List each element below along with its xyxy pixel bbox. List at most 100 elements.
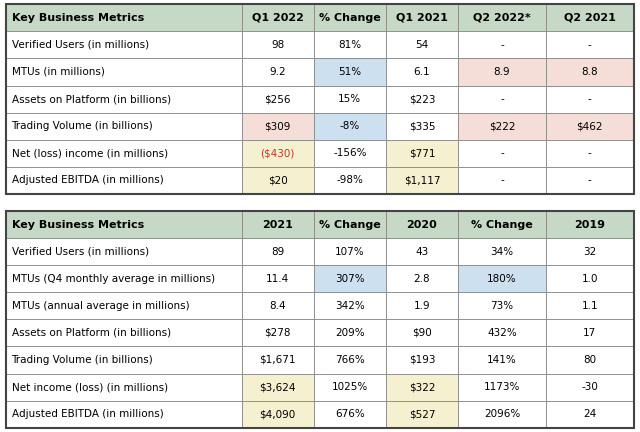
Bar — [458, 86, 546, 113]
Text: Trading Volume (in billions): Trading Volume (in billions) — [12, 121, 153, 131]
Text: Assets on Platform (in billions): Assets on Platform (in billions) — [12, 328, 171, 338]
Bar — [314, 374, 386, 400]
Text: 766%: 766% — [335, 355, 365, 365]
Text: -30: -30 — [581, 382, 598, 392]
Text: Verified Users (in millions): Verified Users (in millions) — [12, 40, 148, 50]
Bar — [546, 32, 634, 58]
Bar — [386, 292, 458, 319]
Bar — [242, 400, 314, 428]
Bar — [386, 140, 458, 167]
Bar — [546, 167, 634, 194]
Text: -: - — [500, 148, 504, 158]
Text: Adjusted EBITDA (in millions): Adjusted EBITDA (in millions) — [12, 409, 163, 419]
Bar — [386, 211, 458, 238]
Text: Net income (loss) (in millions): Net income (loss) (in millions) — [12, 382, 168, 392]
Text: $256: $256 — [264, 94, 291, 104]
Bar — [242, 58, 314, 86]
Bar — [6, 374, 242, 400]
Text: 54: 54 — [415, 40, 429, 50]
Text: % Change: % Change — [319, 219, 381, 230]
Text: $20: $20 — [268, 175, 287, 185]
Text: 1.0: 1.0 — [582, 274, 598, 284]
Text: Key Business Metrics: Key Business Metrics — [12, 219, 144, 230]
Bar — [242, 374, 314, 400]
Bar — [6, 113, 242, 140]
Text: -: - — [588, 40, 591, 50]
Bar — [458, 319, 546, 346]
Bar — [314, 292, 386, 319]
Text: 342%: 342% — [335, 301, 365, 311]
Bar — [314, 4, 386, 32]
Bar — [546, 346, 634, 374]
Bar — [546, 140, 634, 167]
Bar — [458, 58, 546, 86]
Text: Net (loss) income (in millions): Net (loss) income (in millions) — [12, 148, 168, 158]
Text: $223: $223 — [409, 94, 435, 104]
Bar — [386, 346, 458, 374]
Text: 2019: 2019 — [574, 219, 605, 230]
Text: Trading Volume (in billions): Trading Volume (in billions) — [12, 355, 153, 365]
Bar — [6, 32, 242, 58]
Text: 676%: 676% — [335, 409, 365, 419]
Bar — [546, 113, 634, 140]
Bar — [242, 265, 314, 292]
Bar — [314, 113, 386, 140]
Text: 80: 80 — [583, 355, 596, 365]
Text: $322: $322 — [409, 382, 435, 392]
Text: Verified Users (in millions): Verified Users (in millions) — [12, 247, 148, 257]
Text: 17: 17 — [583, 328, 596, 338]
Bar — [314, 238, 386, 265]
Text: 89: 89 — [271, 247, 284, 257]
Text: 1173%: 1173% — [484, 382, 520, 392]
Text: 43: 43 — [415, 247, 429, 257]
Bar — [458, 346, 546, 374]
Text: Q1 2022: Q1 2022 — [252, 13, 303, 23]
Bar — [386, 86, 458, 113]
Text: 6.1: 6.1 — [413, 67, 430, 77]
Text: $309: $309 — [264, 121, 291, 131]
Bar — [386, 374, 458, 400]
Text: Assets on Platform (in billions): Assets on Platform (in billions) — [12, 94, 171, 104]
Bar — [242, 319, 314, 346]
Bar — [6, 346, 242, 374]
Text: ($430): ($430) — [260, 148, 295, 158]
Bar — [546, 211, 634, 238]
Bar — [458, 211, 546, 238]
Text: Q2 2021: Q2 2021 — [564, 13, 616, 23]
Text: 180%: 180% — [487, 274, 516, 284]
Text: $335: $335 — [409, 121, 435, 131]
Bar — [386, 400, 458, 428]
Bar — [458, 4, 546, 32]
Bar — [242, 113, 314, 140]
Bar — [546, 4, 634, 32]
Text: 8.9: 8.9 — [493, 67, 510, 77]
Bar — [546, 400, 634, 428]
Bar — [546, 374, 634, 400]
Text: 307%: 307% — [335, 274, 365, 284]
Bar — [242, 32, 314, 58]
Bar — [6, 58, 242, 86]
Bar — [242, 238, 314, 265]
Text: MTUs (in millions): MTUs (in millions) — [12, 67, 104, 77]
Text: Adjusted EBITDA (in millions): Adjusted EBITDA (in millions) — [12, 175, 163, 185]
Text: 98: 98 — [271, 40, 284, 50]
Bar — [546, 319, 634, 346]
Bar — [314, 140, 386, 167]
Text: -: - — [588, 175, 591, 185]
Bar — [546, 292, 634, 319]
Bar — [314, 346, 386, 374]
Text: -: - — [500, 94, 504, 104]
Bar — [458, 265, 546, 292]
Text: $771: $771 — [409, 148, 435, 158]
Bar — [386, 32, 458, 58]
Text: 8.4: 8.4 — [269, 301, 286, 311]
Bar — [6, 265, 242, 292]
Bar — [6, 140, 242, 167]
Bar — [6, 238, 242, 265]
Text: 15%: 15% — [338, 94, 362, 104]
Text: 432%: 432% — [487, 328, 516, 338]
Text: 1.9: 1.9 — [413, 301, 430, 311]
Bar — [6, 167, 242, 194]
Text: -: - — [500, 40, 504, 50]
Bar — [242, 4, 314, 32]
